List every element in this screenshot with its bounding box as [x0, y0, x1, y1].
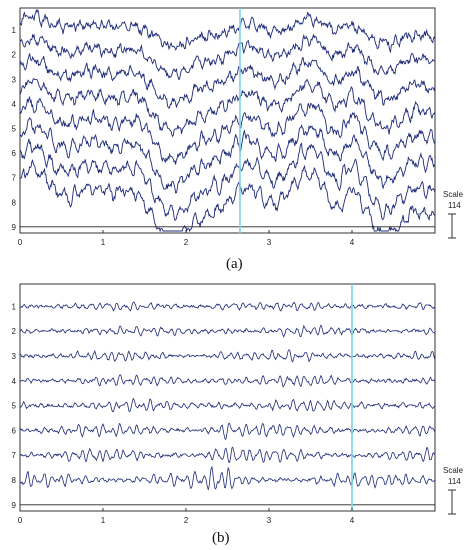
panel-a-scale-bar: [448, 213, 456, 239]
panel-b-channel-label: 6: [12, 426, 17, 435]
panel-a-channel-label: 8: [12, 198, 17, 207]
panel-a-channel-label: 1: [12, 26, 17, 35]
panel-b-x-tick-label: 2: [184, 516, 189, 525]
panel-a-x-tick-label: 4: [350, 238, 355, 247]
panel-b-x-tick-label: 3: [267, 516, 272, 525]
panel-b-trace-channel-8: [19, 465, 436, 491]
panel-a-trace-channel-1: [19, 8, 436, 54]
panel-a-trace-channel-3: [19, 53, 436, 110]
panel-b-x-tick-label: 1: [101, 516, 106, 525]
panel-a-channel-label: 4: [12, 100, 17, 109]
panel-b-x-ticks: 0 1 2 3 4: [18, 508, 355, 525]
panel-a-channel-label: 3: [12, 75, 17, 84]
panel-b: 1 2 3 4 5 6 7 8 9 0 1 2 3 4 Scale 114 (b): [12, 283, 464, 546]
panel-a-channel-label: 7: [12, 174, 17, 183]
panel-b-caption: (b): [212, 530, 230, 546]
panel-a-channel-label: 2: [12, 51, 17, 60]
panel-a-x-ticks: 0 1 2 3 4: [18, 230, 355, 247]
panel-b-scale-bar: [448, 489, 456, 515]
panel-b-scale-label: Scale: [443, 466, 464, 475]
panel-a-channel-labels: 1 2 3 4 5 6 7 8 9: [12, 26, 17, 232]
panel-b-trace-channel-7: [19, 446, 436, 463]
panel-a-scale-value: 114: [448, 201, 461, 210]
panel-b-channel-label: 4: [12, 377, 17, 386]
panel-a-channel-label: 6: [12, 149, 17, 158]
panel-b-scale-value: 114: [448, 477, 461, 486]
panel-b-trace-channel-6: [19, 422, 436, 441]
panel-a-caption: (a): [226, 256, 243, 272]
panel-b-trace-channel-2: [19, 324, 436, 338]
panel-b-channel-label: 8: [12, 476, 17, 485]
panel-b-x-tick-label: 4: [350, 516, 355, 525]
panel-b-channel-label: 7: [12, 451, 17, 460]
panel-a-x-tick-label: 2: [184, 238, 189, 247]
panel-a-trace-channel-5: [19, 95, 436, 165]
panel-b-channel-label: 2: [12, 327, 17, 336]
panel-b-traces: [19, 301, 436, 506]
panel-a-x-tick-label: 3: [267, 238, 272, 247]
panel-a-scale-label: Scale: [443, 190, 464, 199]
panel-b-trace-channel-1: [19, 301, 436, 312]
panel-a-trace-channel-8: [19, 159, 436, 233]
panel-b-trace-channel-4: [19, 374, 436, 388]
panel-a-traces: [19, 8, 436, 233]
panel-b-x-tick-label: 0: [18, 516, 23, 525]
panel-a-trace-channel-4: [19, 78, 436, 138]
panel-a-channel-label: 5: [12, 124, 17, 133]
panel-a-x-tick-label: 1: [101, 238, 106, 247]
panel-a: 1 2 3 4 5 6 7 8 9 0 1 2 3 4 Scale 114 (a): [12, 7, 464, 272]
panel-a-trace-channel-2: [19, 33, 436, 80]
panel-b-channel-label: 3: [12, 352, 17, 361]
panel-a-channel-label: 9: [12, 223, 17, 232]
panel-b-channel-label: 5: [12, 402, 17, 411]
panel-a-trace-channel-7: [19, 138, 436, 221]
panel-b-trace-channel-3: [19, 349, 436, 363]
panel-b-channel-labels: 1 2 3 4 5 6 7 8 9: [12, 302, 17, 509]
panel-b-trace-channel-5: [19, 397, 436, 413]
panel-b-channel-label: 9: [12, 501, 17, 510]
panel-a-trace-channel-6: [19, 116, 436, 194]
panel-a-x-tick-label: 0: [18, 238, 23, 247]
panel-b-channel-label: 1: [12, 302, 17, 311]
